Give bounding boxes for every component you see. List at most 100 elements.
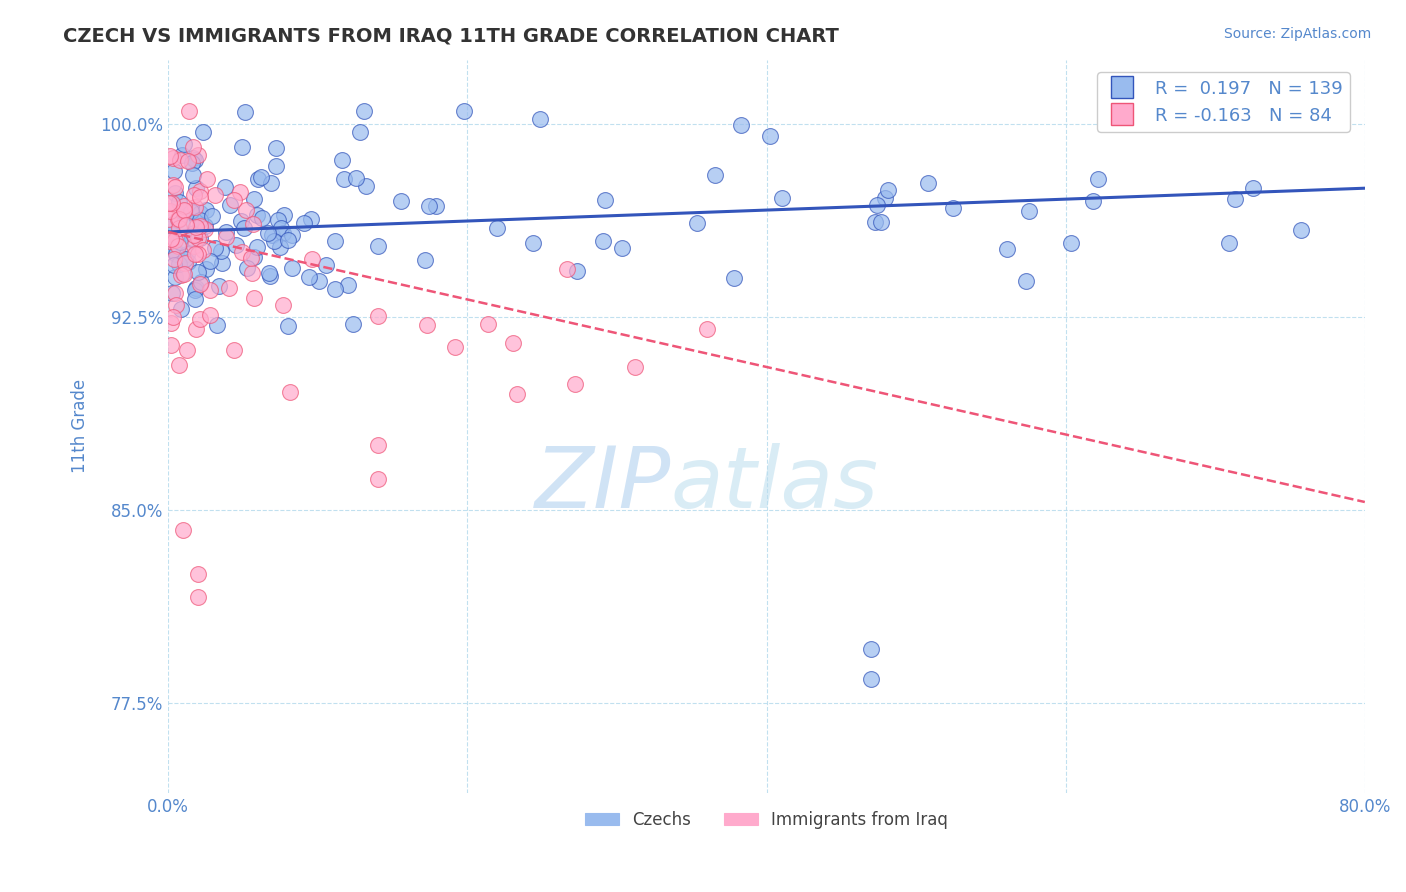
Point xyxy=(1083,194,1105,209)
Point xyxy=(188,206,211,220)
Point xyxy=(180,156,202,170)
Point xyxy=(163,164,186,178)
Point xyxy=(453,103,475,118)
Point xyxy=(224,193,246,207)
Point xyxy=(263,234,285,248)
Point xyxy=(165,286,187,301)
Point xyxy=(267,213,290,227)
Point xyxy=(173,252,195,266)
Point xyxy=(229,214,252,228)
Point xyxy=(184,292,207,306)
Point xyxy=(723,271,745,285)
Point xyxy=(183,283,205,297)
Point xyxy=(198,253,221,268)
Point xyxy=(231,245,253,260)
Point xyxy=(337,277,360,292)
Point xyxy=(866,198,889,212)
Point xyxy=(703,168,725,182)
Point xyxy=(301,252,323,267)
Point xyxy=(593,193,616,207)
Point xyxy=(281,260,304,275)
Point xyxy=(564,377,586,392)
Point xyxy=(184,181,207,195)
Point xyxy=(477,317,499,331)
Point xyxy=(869,215,891,229)
Point xyxy=(162,310,184,324)
Point xyxy=(259,268,281,283)
Point xyxy=(225,237,247,252)
Point xyxy=(260,176,283,190)
Point xyxy=(173,199,195,213)
Point xyxy=(183,227,205,241)
Point xyxy=(167,358,190,372)
Point xyxy=(195,202,218,217)
Point xyxy=(266,159,288,173)
Point xyxy=(181,139,204,153)
Point xyxy=(215,230,238,244)
Point xyxy=(163,180,186,194)
Point xyxy=(193,243,215,257)
Point xyxy=(160,316,183,330)
Point xyxy=(1167,106,1189,120)
Point xyxy=(1289,222,1312,236)
Point xyxy=(246,208,269,222)
Point xyxy=(235,202,257,217)
Point xyxy=(187,147,209,161)
Point xyxy=(208,279,231,293)
Point xyxy=(418,199,440,213)
Point xyxy=(269,240,291,254)
Point xyxy=(163,234,186,248)
Point xyxy=(173,137,195,152)
Point xyxy=(349,125,371,139)
Point xyxy=(169,235,191,249)
Point xyxy=(1241,181,1264,195)
Point xyxy=(224,343,246,358)
Point xyxy=(167,211,190,226)
Point xyxy=(529,112,551,127)
Point xyxy=(167,194,190,209)
Point xyxy=(522,235,544,250)
Point xyxy=(183,227,205,242)
Point xyxy=(271,298,294,312)
Point xyxy=(240,266,263,280)
Point xyxy=(195,172,218,186)
Point xyxy=(1087,172,1109,186)
Point xyxy=(592,234,614,248)
Point xyxy=(354,178,377,193)
Point xyxy=(243,192,266,206)
Point xyxy=(298,269,321,284)
Point xyxy=(686,216,709,230)
Point xyxy=(215,225,238,239)
Point xyxy=(173,202,195,217)
Point xyxy=(187,246,209,260)
Point xyxy=(1015,274,1038,288)
Point xyxy=(177,154,200,169)
Point xyxy=(242,217,264,231)
Point xyxy=(425,199,447,213)
Point xyxy=(416,318,439,332)
Point xyxy=(315,259,337,273)
Point xyxy=(214,179,236,194)
Point xyxy=(183,153,205,167)
Point xyxy=(169,153,191,168)
Point xyxy=(177,103,200,118)
Point xyxy=(170,148,193,162)
Point xyxy=(159,149,181,163)
Point xyxy=(163,252,186,267)
Point xyxy=(389,194,412,209)
Point xyxy=(277,319,299,334)
Point xyxy=(917,176,939,190)
Point xyxy=(758,129,780,144)
Point xyxy=(367,239,389,253)
Point xyxy=(219,197,242,211)
Point xyxy=(159,203,181,218)
Point xyxy=(308,274,330,288)
Point xyxy=(176,247,198,261)
Point xyxy=(413,252,436,267)
Point xyxy=(280,384,302,399)
Point xyxy=(177,254,200,268)
Legend: Czechs, Immigrants from Iraq: Czechs, Immigrants from Iraq xyxy=(579,805,955,836)
Point xyxy=(194,219,217,234)
Point xyxy=(200,283,222,297)
Point xyxy=(502,336,524,351)
